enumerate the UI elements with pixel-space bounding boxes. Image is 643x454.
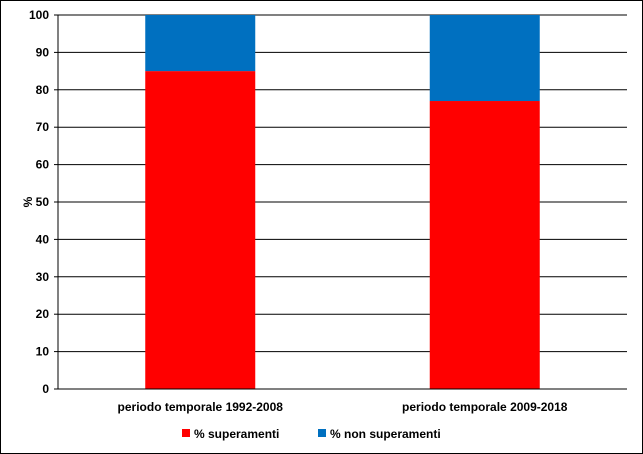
legend-label: % non superamenti (330, 427, 441, 441)
bar-segment (145, 71, 256, 389)
x-tick-label: periodo temporale 1992-2008 (118, 400, 284, 414)
y-tick-label: 30 (36, 270, 50, 284)
bar-segment (145, 15, 256, 72)
bar-segment (429, 15, 540, 102)
y-tick-label: 20 (36, 307, 50, 321)
y-axis-label: % (21, 196, 35, 207)
y-tick-label: 10 (36, 345, 50, 359)
y-tick-label: 0 (42, 382, 49, 396)
legend-label: % superamenti (194, 427, 279, 441)
x-tick-label: periodo temporale 2009-2018 (402, 400, 568, 414)
y-tick-label: 50 (36, 195, 50, 209)
legend-swatch (318, 429, 326, 437)
y-tick-label: 60 (36, 158, 50, 172)
legend-swatch (182, 429, 190, 437)
y-tick-label: 80 (36, 83, 50, 97)
y-tick-label: 40 (36, 232, 50, 246)
y-tick-label: 70 (36, 120, 50, 134)
y-tick-label: 90 (36, 45, 50, 59)
bar-segment (429, 101, 540, 390)
y-tick-label: 100 (29, 8, 49, 22)
